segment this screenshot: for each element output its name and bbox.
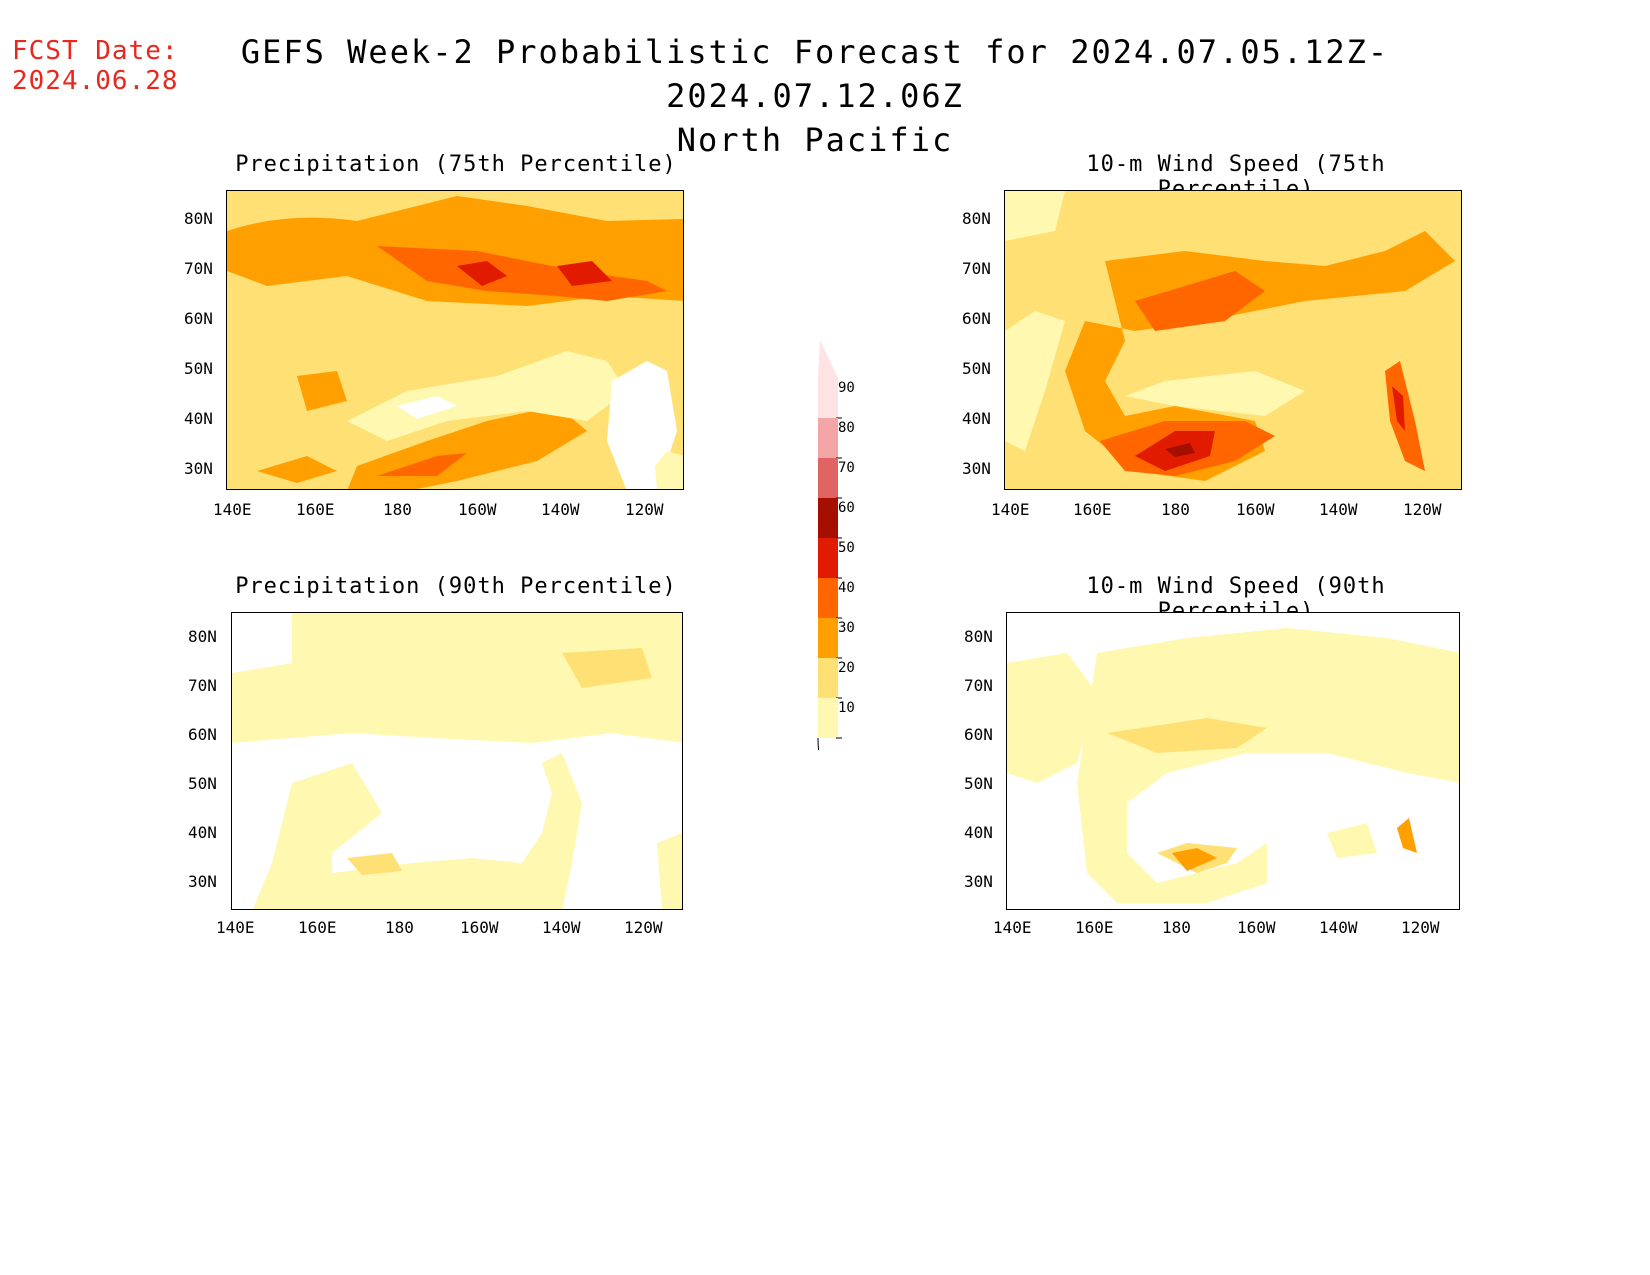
lat-tick: 50N	[962, 359, 991, 378]
field-precip90	[232, 613, 682, 909]
colorbar-tip-top	[818, 340, 838, 378]
lon-tick: 140E	[991, 500, 1030, 519]
colorbar-label: 80	[838, 420, 855, 436]
lat-tick: 60N	[184, 309, 213, 328]
lon-tick: 180	[385, 918, 414, 937]
colorbar-swatch	[818, 418, 838, 458]
lon-tick: 140W	[1319, 500, 1358, 519]
lat-tick: 70N	[184, 259, 213, 278]
colorbar-tail	[817, 737, 825, 777]
lat-tick: 30N	[184, 459, 213, 478]
figure-title: GEFS Week-2 Probabilistic Forecast for 2…	[150, 30, 1480, 162]
lon-tick: 140W	[542, 918, 581, 937]
lon-tick: 180	[383, 500, 412, 519]
lon-tick: 140W	[1319, 918, 1358, 937]
colorbar-swatch	[818, 458, 838, 498]
colorbar-label: 20	[838, 660, 855, 676]
panel-title-wind90: 10-m Wind Speed (90th Percentile)	[1086, 574, 1386, 624]
lat-tick: 70N	[188, 676, 217, 695]
forecast-date-label: FCST Date: 2024.06.28	[12, 36, 179, 96]
colorbar-swatch	[818, 658, 838, 698]
colorbar-label: 60	[838, 500, 855, 516]
lat-tick: 80N	[962, 209, 991, 228]
lon-tick: 120W	[1403, 500, 1442, 519]
colorbar-swatch	[818, 498, 838, 538]
colorbar-swatch	[818, 378, 838, 418]
lon-tick: 120W	[624, 918, 663, 937]
lat-tick: 30N	[964, 872, 993, 891]
lat-tick: 60N	[962, 309, 991, 328]
colorbar-label: 40	[838, 580, 855, 596]
map-wind75	[1004, 190, 1462, 490]
lat-tick: 50N	[184, 359, 213, 378]
colorbar-swatch	[818, 618, 838, 658]
lon-tick: 160W	[458, 500, 497, 519]
map-precip75	[226, 190, 684, 490]
colorbar-label: 90	[838, 380, 855, 396]
field-wind90	[1007, 613, 1459, 909]
lat-tick: 30N	[962, 459, 991, 478]
colorbar-swatch	[818, 578, 838, 618]
lon-tick: 160E	[1073, 500, 1112, 519]
lon-tick: 140E	[216, 918, 255, 937]
lat-tick: 70N	[964, 676, 993, 695]
lon-tick: 160W	[460, 918, 499, 937]
lat-tick: 40N	[188, 823, 217, 842]
lat-tick: 30N	[188, 872, 217, 891]
lat-tick: 80N	[964, 627, 993, 646]
colorbar-swatch	[818, 698, 838, 738]
lon-tick: 140E	[993, 918, 1032, 937]
lat-tick: 80N	[184, 209, 213, 228]
lon-tick: 160E	[1075, 918, 1114, 937]
panel-title-precip75: Precipitation (75th Percentile)	[235, 152, 677, 177]
colorbar-swatch	[818, 538, 838, 578]
lon-tick: 120W	[625, 500, 664, 519]
lon-tick: 160E	[298, 918, 337, 937]
lat-tick: 50N	[188, 774, 217, 793]
lat-tick: 70N	[962, 259, 991, 278]
lat-tick: 40N	[962, 409, 991, 428]
field-precip75	[227, 191, 683, 489]
title-line-1: GEFS Week-2 Probabilistic Forecast for 2…	[240, 33, 1390, 115]
lat-tick: 80N	[188, 627, 217, 646]
map-precip90	[231, 612, 683, 910]
lat-tick: 40N	[184, 409, 213, 428]
lon-tick: 180	[1162, 918, 1191, 937]
lat-tick: 60N	[188, 725, 217, 744]
colorbar-label: 50	[838, 540, 855, 556]
lon-tick: 160W	[1236, 500, 1275, 519]
title-line-2: North Pacific	[676, 121, 954, 159]
colorbar-label: 30	[838, 620, 855, 636]
lon-tick: 140W	[541, 500, 580, 519]
panel-title-precip90: Precipitation (90th Percentile)	[235, 574, 677, 599]
field-wind75	[1005, 191, 1461, 489]
lon-tick: 160E	[296, 500, 335, 519]
lat-tick: 50N	[964, 774, 993, 793]
map-wind90	[1006, 612, 1460, 910]
lon-tick: 180	[1161, 500, 1190, 519]
lon-tick: 140E	[213, 500, 252, 519]
fcst-date: 2024.06.28	[12, 66, 179, 96]
colorbar-label: 70	[838, 460, 855, 476]
fcst-label: FCST Date:	[12, 36, 179, 66]
lon-tick: 160W	[1237, 918, 1276, 937]
lon-tick: 120W	[1401, 918, 1440, 937]
colorbar-label: 10	[838, 700, 855, 716]
lat-tick: 40N	[964, 823, 993, 842]
panel-title-wind75: 10-m Wind Speed (75th Percentile)	[1086, 152, 1386, 202]
lat-tick: 60N	[964, 725, 993, 744]
